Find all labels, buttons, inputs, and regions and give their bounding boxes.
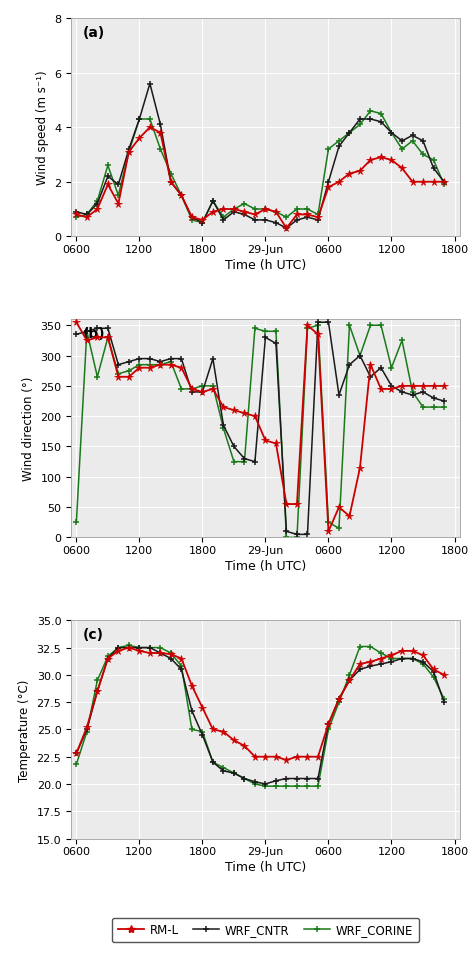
X-axis label: Time (h UTC): Time (h UTC) bbox=[225, 259, 306, 272]
Y-axis label: Wind speed (m s⁻¹): Wind speed (m s⁻¹) bbox=[36, 71, 49, 185]
X-axis label: Time (h UTC): Time (h UTC) bbox=[225, 861, 306, 873]
Y-axis label: Wind direction (°): Wind direction (°) bbox=[22, 376, 35, 481]
Text: (c): (c) bbox=[83, 627, 104, 641]
X-axis label: Time (h UTC): Time (h UTC) bbox=[225, 559, 306, 573]
Legend: RM-L, WRF_CNTR, WRF_CORINE: RM-L, WRF_CNTR, WRF_CORINE bbox=[112, 918, 419, 943]
Text: (b): (b) bbox=[83, 327, 105, 340]
Text: (a): (a) bbox=[83, 26, 105, 40]
Y-axis label: Temperature (°C): Temperature (°C) bbox=[18, 679, 31, 781]
